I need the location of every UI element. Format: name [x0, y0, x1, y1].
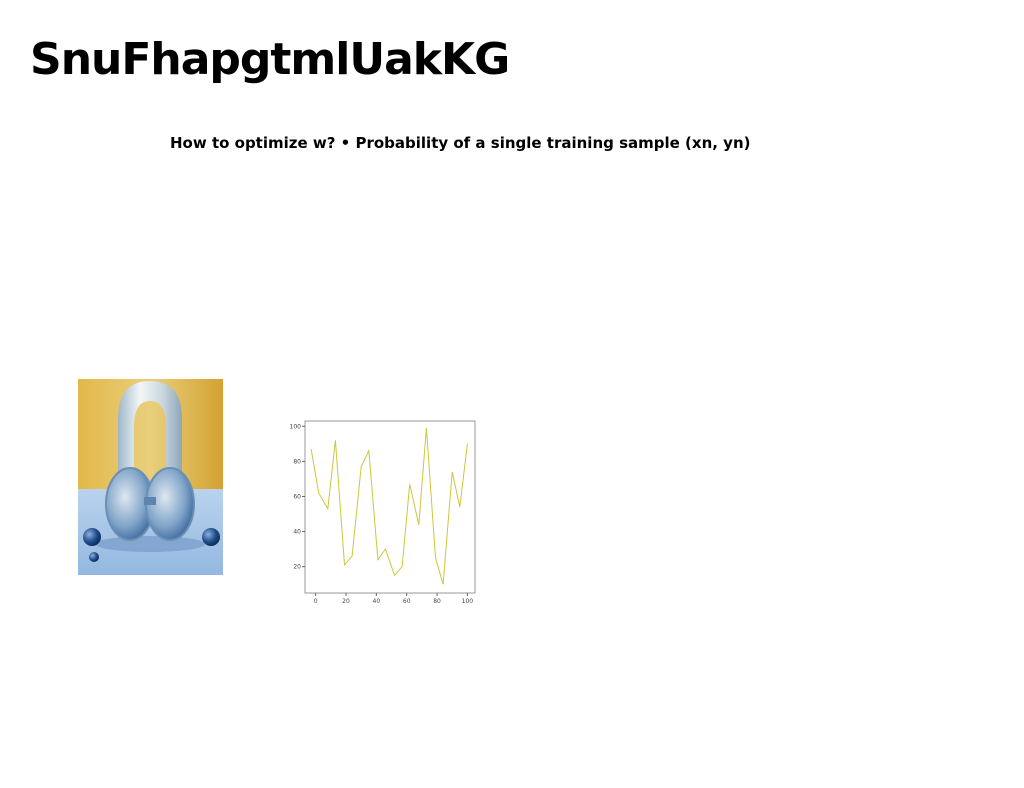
y-tick-label: 100 — [290, 423, 301, 430]
x-tick-label: 80 — [433, 598, 441, 605]
page-subtitle: How to optimize w? • Probability of a si… — [170, 134, 751, 152]
glass-arch-photo — [78, 379, 223, 575]
y-tick-label: 60 — [293, 493, 301, 500]
line-chart-canvas: 0 20 40 60 80 100 20 40 60 80 100 — [290, 420, 476, 605]
x-tick-label: 0 — [314, 598, 318, 605]
y-tick-label: 80 — [293, 458, 301, 465]
series-line — [310, 427, 468, 585]
y-tick-label: 20 — [293, 564, 301, 571]
line-chart: 0 20 40 60 80 100 20 40 60 80 100 — [290, 418, 480, 610]
x-tick-label: 60 — [403, 598, 411, 605]
plot-frame — [304, 420, 476, 594]
x-tick-label: 40 — [373, 598, 381, 605]
x-tick-label: 20 — [342, 598, 350, 605]
glass-arch-object-icon — [78, 379, 223, 575]
y-tick-label: 40 — [293, 529, 301, 536]
x-tick-label: 100 — [462, 598, 474, 605]
page-title: SnuFhapgtmlUakKG — [30, 34, 510, 85]
